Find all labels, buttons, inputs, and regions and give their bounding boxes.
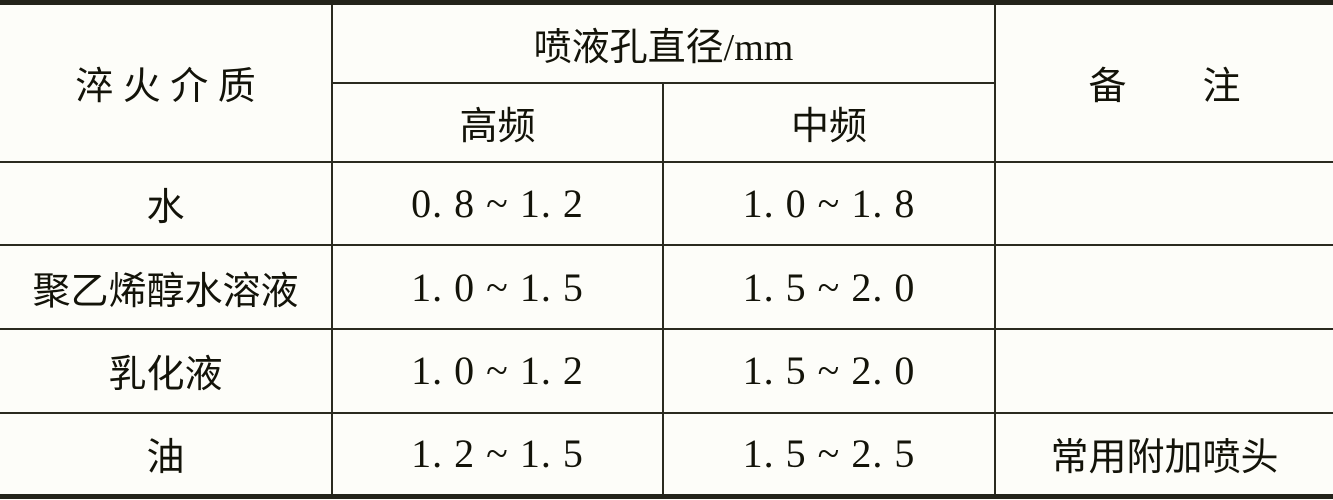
table-row-oil: 油 1. 2 ~ 1. 5 1. 5 ~ 2. 5 常用附加喷头 xyxy=(0,411,1333,498)
cell-remark xyxy=(994,328,1333,414)
cell-high-freq-value: 0. 8 ~ 1. 2 xyxy=(331,160,664,247)
cell-mid-freq-value: 1. 5 ~ 2. 0 xyxy=(662,328,996,414)
cell-medium: 聚乙烯醇水溶液 xyxy=(0,244,333,330)
cell-mid-freq-value: 1. 5 ~ 2. 0 xyxy=(662,244,996,330)
cell-high-freq-value: 1. 0 ~ 1. 5 xyxy=(331,244,664,330)
cell-medium: 乳化液 xyxy=(0,328,333,414)
cell-medium: 水 xyxy=(0,160,333,247)
cell-mid-freq-value: 1. 0 ~ 1. 8 xyxy=(662,160,996,247)
cell-high-freq-value: 1. 0 ~ 1. 2 xyxy=(331,328,664,414)
table-row-pva-solution: 聚乙烯醇水溶液 1. 0 ~ 1. 5 1. 5 ~ 2. 0 xyxy=(0,244,1333,330)
header-medium-frequency: 中频 xyxy=(662,81,996,163)
cell-remark: 常用附加喷头 xyxy=(994,411,1333,498)
cell-remark xyxy=(994,244,1333,330)
table-row-emulsion: 乳化液 1. 0 ~ 1. 2 1. 5 ~ 2. 0 xyxy=(0,328,1333,414)
cell-high-freq-value: 1. 2 ~ 1. 5 xyxy=(331,411,664,498)
cell-medium: 油 xyxy=(0,411,333,498)
table-row-water: 水 0. 8 ~ 1. 2 1. 0 ~ 1. 8 xyxy=(0,160,1333,247)
header-remarks: 备 注 xyxy=(994,1,1333,163)
cell-mid-freq-value: 1. 5 ~ 2. 5 xyxy=(662,411,996,498)
cell-remark xyxy=(994,160,1333,247)
header-row-1: 淬 火 介 质 喷液孔直径/mm 备 注 xyxy=(0,1,1333,163)
header-row-2: 高频 中频 xyxy=(0,81,1333,163)
header-spray-hole-diameter: 喷液孔直径/mm xyxy=(331,1,996,84)
header-high-frequency: 高频 xyxy=(331,81,664,163)
header-quenching-medium: 淬 火 介 质 xyxy=(0,1,333,163)
